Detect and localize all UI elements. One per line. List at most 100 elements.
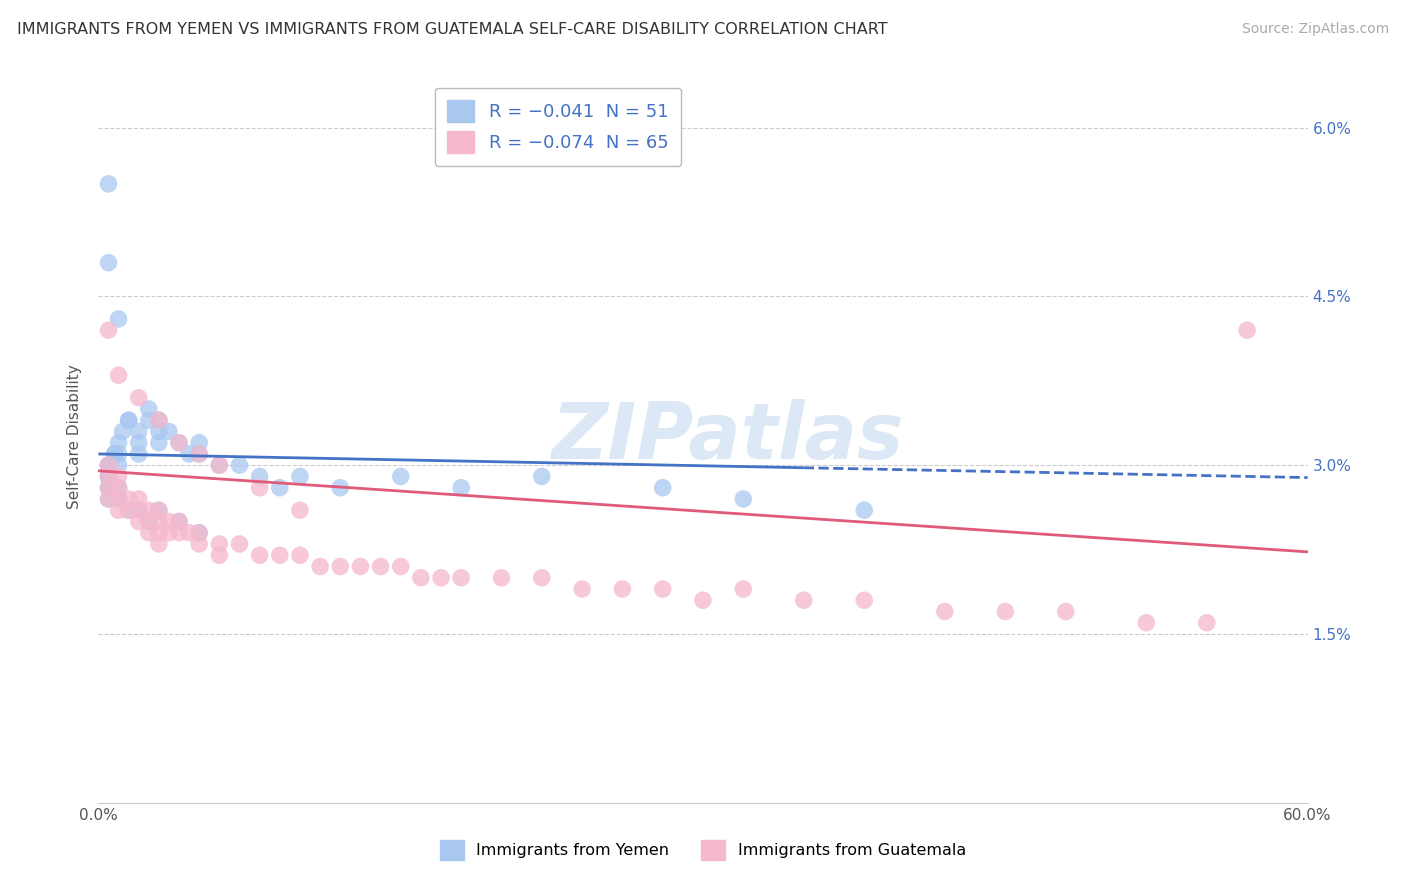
Point [288,548,311,562]
Point [994,605,1017,619]
Point [97,469,120,483]
Point [692,593,714,607]
Point [530,571,553,585]
Point [118,503,141,517]
Point [288,503,311,517]
Point [97,469,120,483]
Point [188,447,211,461]
Point [97,458,120,473]
Point [530,469,553,483]
Point [157,425,180,439]
Point [103,447,125,461]
Point [107,447,129,461]
Point [733,582,755,596]
Point [853,593,876,607]
Point [148,503,170,517]
Point [107,368,129,383]
Point [1135,615,1157,630]
Point [1195,615,1218,630]
Point [329,559,352,574]
Point [450,481,472,495]
Point [97,481,120,495]
Point [111,425,134,439]
Point [97,491,120,506]
Point [148,413,170,427]
Point [107,312,129,326]
Point [128,447,150,461]
Point [389,559,412,574]
Point [107,491,129,506]
Point [370,559,392,574]
Point [450,571,472,585]
Point [167,525,190,540]
Point [128,503,150,517]
Point [107,469,129,483]
Point [107,503,129,517]
Point [571,582,593,596]
Point [389,469,412,483]
Point [148,413,170,427]
Point [612,582,634,596]
Point [138,413,160,427]
Point [269,481,291,495]
Point [128,491,150,506]
Point [208,458,231,473]
Point [651,481,673,495]
Point [118,413,141,427]
Point [118,503,141,517]
Point [138,401,160,416]
Point [651,582,673,596]
Point [128,391,150,405]
Point [249,481,271,495]
Point [107,481,129,495]
Point [107,491,129,506]
Point [491,571,513,585]
Point [793,593,815,607]
Point [934,605,956,619]
Text: ZIPatlas: ZIPatlas [551,399,903,475]
Point [128,425,150,439]
Point [107,458,129,473]
Legend: Immigrants from Yemen, Immigrants from Guatemala: Immigrants from Yemen, Immigrants from G… [432,832,974,868]
Point [249,548,271,562]
Point [97,469,120,483]
Point [97,458,120,473]
Point [228,458,250,473]
Point [208,458,231,473]
Point [188,435,211,450]
Point [288,469,311,483]
Point [103,447,125,461]
Point [138,515,160,529]
Point [1236,323,1258,337]
Point [249,469,271,483]
Point [157,525,180,540]
Point [128,503,150,517]
Point [208,548,231,562]
Point [228,537,250,551]
Point [167,515,190,529]
Point [107,435,129,450]
Point [208,537,231,551]
Point [97,481,120,495]
Point [97,177,120,191]
Point [97,458,120,473]
Point [97,255,120,269]
Point [179,447,201,461]
Point [107,481,129,495]
Point [138,515,160,529]
Point [349,559,371,574]
Point [148,435,170,450]
Point [138,503,160,517]
Point [269,548,291,562]
Point [128,515,150,529]
Point [733,491,755,506]
Point [118,491,141,506]
Point [188,525,211,540]
Point [148,525,170,540]
Point [188,525,211,540]
Point [157,515,180,529]
Text: Source: ZipAtlas.com: Source: ZipAtlas.com [1241,22,1389,37]
Point [167,435,190,450]
Point [148,503,170,517]
Text: IMMIGRANTS FROM YEMEN VS IMMIGRANTS FROM GUATEMALA SELF-CARE DISABILITY CORRELAT: IMMIGRANTS FROM YEMEN VS IMMIGRANTS FROM… [17,22,887,37]
